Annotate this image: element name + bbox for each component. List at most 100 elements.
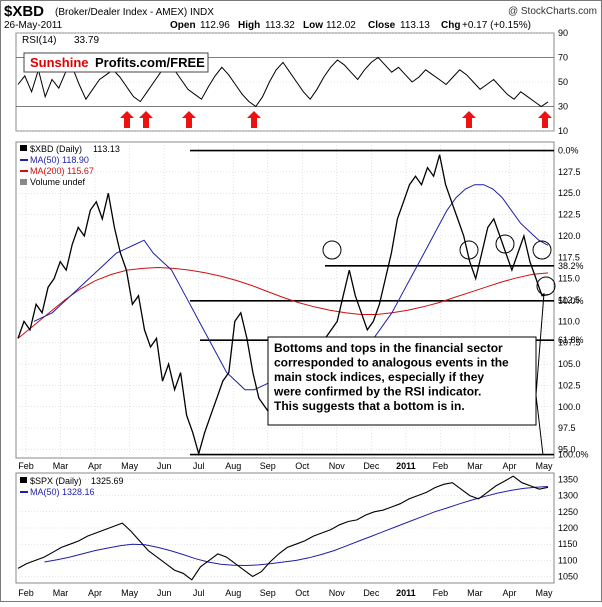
annotation-line-3: were confirmed by the RSI indicator.	[273, 385, 481, 399]
xbd-legend-swatch-volume	[20, 179, 27, 185]
rsi-series-line	[17, 56, 549, 108]
rsi-y-tick-3: 30	[558, 102, 568, 112]
annotation-pointer-1	[535, 394, 544, 456]
spx-layer: 1350 1300 1250 1200 1150 1100 1050	[16, 474, 578, 582]
xbd-y-tick-3: 120.0	[558, 231, 581, 241]
annotation-line-0: Bottoms and tops in the financial sector	[274, 341, 503, 355]
xbd-y-tick-10: 102.5	[558, 380, 581, 390]
chart-description: (Broker/Dealer Index - AMEX) INDX	[55, 7, 214, 18]
xbd-y-tick-2: 122.5	[558, 210, 581, 220]
annotation-line-4: This suggests that a bottom is in.	[274, 399, 465, 413]
rsi-y-tick-4: 10	[558, 126, 568, 136]
spx-x-tick-3: May	[121, 588, 139, 598]
spx-legend-ma50-label: MA(50)	[30, 487, 60, 497]
rsi-legend-label: RSI(14)	[22, 35, 56, 46]
rsi-bottom-arrow-icon-3	[247, 111, 261, 128]
xbd-legend-volume-label: Volume undef	[30, 177, 86, 187]
xbd-y-tick-8: 107.5	[558, 338, 581, 348]
annotation-pointer-2	[535, 292, 545, 396]
chart-source: @ StockCharts.com	[508, 6, 597, 17]
xbd-x-tick-3: May	[121, 461, 139, 471]
xbd-x-tick-12: Feb	[433, 461, 449, 471]
spx-x-tick-13: Mar	[467, 588, 483, 598]
spx-x-tick-6: Aug	[225, 588, 241, 598]
spx-x-tick-15: May	[535, 588, 553, 598]
spx-y-tick-5: 1100	[558, 555, 577, 565]
spx-x-tick-0: Feb	[18, 588, 34, 598]
rsi-bottom-arrow-icon-4	[462, 111, 476, 128]
rsi-y-tick-1: 70	[558, 53, 568, 63]
spx-legend-price-value: 1325.69	[91, 476, 124, 486]
xbd-x-tick-1: Mar	[53, 461, 69, 471]
turning-point-marker-4	[536, 276, 556, 296]
rsi-y-tick-2: 50	[558, 77, 568, 87]
logo-profits: Profits.com/FREE	[95, 55, 205, 70]
xbd-x-tick-4: Jun	[157, 461, 172, 471]
xbd-y-tick-12: 97.5	[558, 423, 576, 433]
spx-price-line	[17, 475, 549, 581]
xbd-y-tick-9: 105.0	[558, 359, 581, 369]
xbd-x-tick-15: May	[535, 461, 553, 471]
spx-x-tick-11: 2011	[396, 588, 416, 598]
xbd-x-tick-13: Mar	[467, 461, 483, 471]
spx-y-tick-4: 1150	[558, 539, 577, 549]
logo-sunshine: Sunshine	[30, 55, 89, 70]
rsi-legend-value: 33.79	[74, 35, 99, 46]
spx-y-tick-0: 1350	[558, 474, 578, 484]
close-value: 113.13	[400, 20, 430, 31]
fib-level-label-3: 61.8%	[558, 335, 584, 345]
xbd-x-tick-7: Sep	[260, 461, 276, 471]
open-label: Open	[170, 20, 196, 31]
low-label: Low	[303, 20, 323, 31]
xbd-legend: $XBD (Daily) 113.13 MA(50) 118.90 MA(200…	[20, 144, 120, 187]
chg-label: Chg	[441, 20, 460, 31]
ohlc-readout: Open 112.96 High 113.32 Low 112.02 Close…	[170, 20, 531, 31]
spx-x-tick-5: Jul	[193, 588, 205, 598]
spx-x-tick-7: Sep	[260, 588, 276, 598]
spx-panel	[15, 472, 555, 584]
fib-level-label-2: 50.0%	[558, 296, 584, 306]
spx-x-tick-14: Apr	[502, 588, 516, 598]
spx-x-tick-12: Feb	[433, 588, 449, 598]
xbd-y-tick-13: 95.0	[558, 444, 576, 454]
xbd-legend-swatch-price	[20, 145, 27, 151]
x-axis-labels: Feb Mar Apr May Jun Jul Aug Sep Oct Nov Dec 2011 Feb…	[18, 461, 553, 598]
spx-x-tick-8: Oct	[295, 588, 310, 598]
turning-point-marker-0	[322, 240, 342, 260]
xbd-x-tick-6: Aug	[225, 461, 241, 471]
spx-legend-swatch-price	[20, 477, 27, 483]
turning-point-marker-1	[459, 240, 479, 260]
xbd-legend-ma200-label: MA(200)	[30, 166, 65, 176]
close-label: Close	[368, 20, 396, 31]
xbd-x-tick-9: Nov	[329, 461, 346, 471]
rsi-y-tick-0: 90	[558, 28, 568, 38]
chart-date: 26-May-2011	[4, 20, 63, 31]
spx-x-tick-10: Dec	[363, 588, 380, 598]
spx-x-tick-9: Nov	[329, 588, 346, 598]
xbd-x-tick-5: Jul	[193, 461, 205, 471]
xbd-legend-price-value: 113.13	[93, 144, 120, 154]
fib-level-label-0: 0.0%	[558, 146, 579, 156]
annotation-line-1: corresponded to analogous events in the	[274, 356, 509, 370]
xbd-y-tick-11: 100.0	[558, 402, 581, 412]
high-value: 113.32	[265, 20, 295, 31]
annotation-text: Bottoms and tops in the financial sector…	[273, 341, 509, 413]
spx-x-tick-2: Apr	[88, 588, 102, 598]
xbd-y-tick-1: 125.0	[558, 188, 581, 198]
spx-y-tick-6: 1050	[558, 572, 578, 582]
fib-level-label-4: 100.0%	[558, 450, 589, 460]
logo-box	[23, 52, 209, 73]
spx-y-tick-3: 1200	[558, 523, 578, 533]
low-value: 112.02	[326, 20, 356, 31]
xbd-y-tick-6: 112.5	[558, 295, 580, 305]
spx-x-tick-1: Mar	[53, 588, 69, 598]
spx-legend-price-label: $SPX (Daily)	[30, 476, 82, 486]
open-value: 112.96	[200, 20, 230, 31]
chart-symbol: $XBD	[4, 3, 44, 20]
xbd-y-tick-4: 117.5	[558, 252, 580, 262]
rsi-panel	[15, 32, 555, 132]
rsi-bottom-arrow-icon-2	[182, 111, 196, 128]
high-label: High	[238, 20, 260, 31]
